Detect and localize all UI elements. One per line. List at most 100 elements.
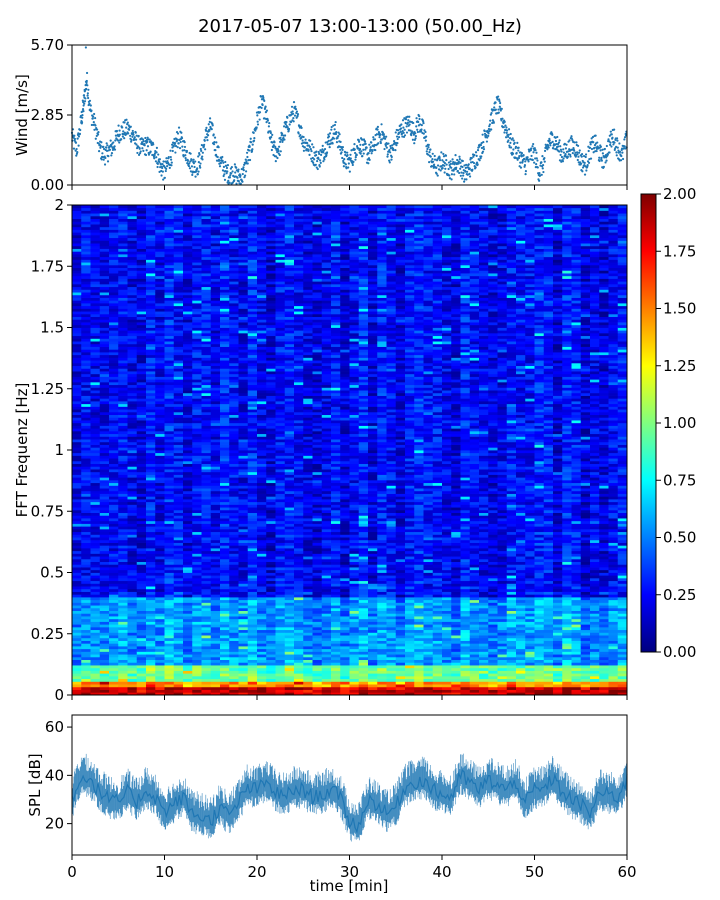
- spectrogram-cell: [220, 308, 230, 312]
- spectrogram-cell: [90, 439, 101, 443]
- spectrogram-cell: [118, 632, 128, 636]
- spectrogram-cell: [192, 643, 202, 647]
- wind-point: [515, 151, 518, 155]
- wind-point: [278, 145, 281, 148]
- spectrogram-cell: [210, 629, 221, 633]
- spectrogram-cell: [183, 490, 193, 494]
- spectrogram-cell: [220, 360, 230, 364]
- spectrogram-cell: [90, 599, 101, 603]
- spectrogram-cell: [90, 346, 101, 350]
- spectrogram-cell: [201, 632, 212, 636]
- spectrogram-cell: [220, 610, 230, 614]
- spectrogram-cell: [220, 460, 230, 465]
- spectrogram-cell: [201, 670, 212, 674]
- spectrogram-cell: [118, 229, 128, 233]
- spectrogram-cell: [72, 441, 82, 445]
- spectrogram-cell: [192, 313, 202, 318]
- spectrogram-cell: [183, 354, 193, 358]
- wind-point: [188, 162, 191, 165]
- spectrogram-cell: [173, 305, 184, 309]
- spectrogram-cell: [183, 479, 193, 484]
- wind-point: [228, 181, 231, 184]
- spectrogram-cell: [210, 509, 221, 514]
- spectrogram-cell: [210, 398, 221, 402]
- wind-point: [543, 149, 547, 152]
- spectrogram-cell: [229, 496, 239, 500]
- spectrogram-cell: [183, 635, 193, 639]
- spectrogram-cell: [192, 234, 202, 239]
- spectrogram-cell: [173, 278, 184, 282]
- spectrogram-cell: [155, 643, 165, 647]
- spectrogram-cell: [81, 526, 91, 530]
- spectrogram-cell: [201, 294, 212, 298]
- spectrogram-cell: [155, 245, 165, 249]
- spectrogram-cell: [109, 548, 119, 552]
- spectrogram-cell: [155, 352, 165, 356]
- spectrogram-cell: [210, 278, 221, 282]
- spectrogram-cell: [210, 352, 221, 356]
- spectrogram-cell: [192, 262, 202, 266]
- spectrogram-cell: [99, 490, 110, 494]
- spectrogram-cell: [127, 678, 138, 682]
- spectrogram-cell: [201, 583, 212, 587]
- spectrogram-cell: [127, 338, 138, 342]
- spectrogram-cell: [220, 499, 230, 503]
- spectrogram-cell: [90, 240, 101, 244]
- spectrogram-cell: [146, 580, 156, 584]
- spectrogram-cell: [118, 499, 128, 503]
- spectrogram-cell: [164, 210, 175, 214]
- spectrogram-cell: [173, 520, 184, 524]
- spectrogram-cell: [127, 207, 138, 211]
- spectrogram-cell: [220, 349, 230, 353]
- wind-point: [382, 133, 385, 136]
- spectrogram-cell: [229, 616, 239, 620]
- spectrogram-cell: [118, 496, 128, 500]
- spectrogram-cell: [81, 635, 91, 639]
- wind-point: [519, 166, 523, 169]
- spectrogram-cell: [173, 499, 184, 503]
- wind-point: [81, 108, 85, 111]
- spectrogram-cell: [229, 256, 239, 260]
- wind-point: [465, 163, 468, 166]
- wind-point: [578, 149, 581, 152]
- spectrogram-cell: [72, 588, 82, 592]
- spectrogram-cell: [146, 346, 156, 350]
- spectrogram-cell: [136, 273, 147, 277]
- wind-point: [158, 170, 161, 173]
- spectrogram-cell: [201, 594, 212, 598]
- spectrogram-cell: [127, 458, 138, 462]
- spectrogram-cell: [192, 575, 202, 579]
- spectrogram-cell: [229, 610, 239, 614]
- spectrogram-cell: [173, 447, 184, 451]
- spectrogram-cell: [109, 452, 119, 456]
- spectrogram-cell: [90, 515, 101, 519]
- spectrogram-cell: [220, 591, 230, 595]
- spectrogram-cell: [210, 237, 221, 241]
- spectrogram-cell: [220, 332, 230, 337]
- spectrogram-cell: [90, 207, 101, 211]
- spectrogram-cell: [210, 621, 221, 625]
- spectrogram-cell: [173, 537, 184, 541]
- spectrogram-cell: [164, 286, 175, 290]
- spectrogram-cell: [109, 226, 119, 230]
- wind-point: [482, 148, 486, 151]
- spectrogram-cell: [99, 567, 110, 571]
- wind-point: [353, 143, 356, 146]
- spectrogram-cell: [155, 360, 165, 364]
- spectrogram-cell: [173, 365, 184, 369]
- figure-title: 2017-05-07 13:00-13:00 (50.00_Hz): [198, 16, 522, 37]
- spectrogram-cell: [136, 401, 147, 405]
- spectrogram-cell: [90, 455, 101, 459]
- spectrogram-cell: [72, 550, 82, 554]
- spectrogram-cell: [146, 673, 156, 677]
- spectrogram-cell: [127, 401, 138, 405]
- spectrogram-cell: [136, 430, 147, 435]
- spectrogram-cell: [210, 346, 221, 350]
- spectrogram-cell: [136, 343, 147, 347]
- spectrogram-cell: [210, 349, 221, 353]
- spectrogram-cell: [220, 635, 230, 639]
- spectrogram-cell: [109, 499, 119, 503]
- spectrogram-cell: [164, 558, 175, 563]
- spectrogram-cell: [173, 550, 184, 554]
- spectrogram-cell: [81, 675, 91, 680]
